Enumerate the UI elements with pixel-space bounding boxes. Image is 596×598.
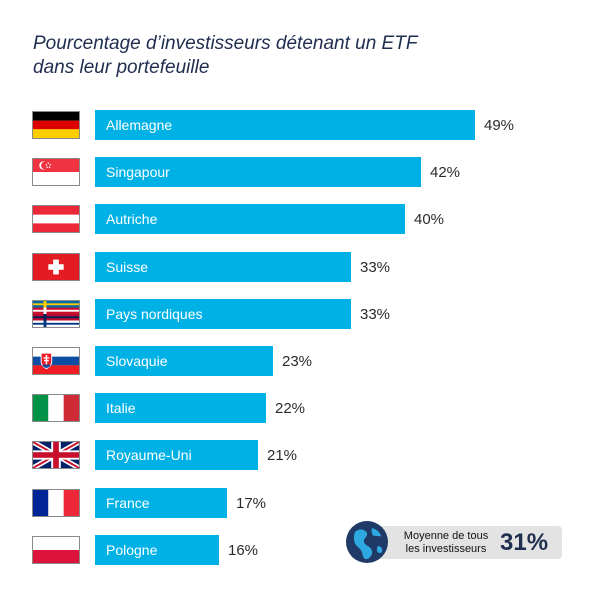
value-label: 16% xyxy=(228,542,259,559)
italy-flag xyxy=(32,394,80,422)
chart-title: Pourcentage d’investisseurs détenant un … xyxy=(33,32,533,80)
average-value: 31% xyxy=(500,529,549,556)
value-label: 40% xyxy=(414,211,445,228)
bar: Slovaquie xyxy=(95,346,273,376)
title-line-1: Pourcentage d’investisseurs détenant un … xyxy=(33,33,418,54)
bar-row: Allemagne 49% xyxy=(0,110,596,140)
category-label: Singapour xyxy=(106,164,170,180)
bar-row: Suisse 33% xyxy=(0,252,596,282)
category-label: Autriche xyxy=(106,211,158,227)
value-label: 49% xyxy=(484,117,515,134)
category-label: Pologne xyxy=(106,542,158,558)
bar: Italie xyxy=(95,393,266,423)
value-label: 21% xyxy=(267,447,298,464)
switzerland-flag xyxy=(32,253,80,281)
average-label: Moyenne de tous les investisseurs xyxy=(396,530,496,556)
bar-row: Slovaquie 23% xyxy=(0,346,596,376)
value-label: 17% xyxy=(236,495,267,512)
bar: Pays nordiques xyxy=(95,299,351,329)
value-label: 22% xyxy=(275,400,306,417)
category-label: Pays nordiques xyxy=(106,306,203,322)
poland-flag xyxy=(32,536,80,564)
bar-row: Italie 22% xyxy=(0,393,596,423)
globe-icon xyxy=(345,520,389,564)
category-label: Italie xyxy=(106,400,136,416)
austria-flag xyxy=(32,205,80,233)
bar: Autriche xyxy=(95,204,405,234)
slovakia-flag xyxy=(32,347,80,375)
average-label-line-1: Moyenne de tous xyxy=(403,530,489,542)
bar: Royaume-Uni xyxy=(95,440,258,470)
bar-row: Pologne 16% xyxy=(0,535,596,565)
bar: Singapour xyxy=(95,157,421,187)
bar-row: Pays nordiques 33% xyxy=(0,299,596,329)
category-label: Allemagne xyxy=(106,117,173,133)
france-flag xyxy=(32,489,80,517)
bar-row: Royaume-Uni 21% xyxy=(0,440,596,470)
category-label: Slovaquie xyxy=(106,353,168,369)
bar-row: Singapour 42% xyxy=(0,157,596,187)
germany-flag xyxy=(32,111,80,139)
value-label: 33% xyxy=(360,306,391,323)
category-label: France xyxy=(106,495,150,511)
bar-row: France 17% xyxy=(0,488,596,518)
category-label: Royaume-Uni xyxy=(106,447,192,463)
bar: Pologne xyxy=(95,535,219,565)
value-label: 33% xyxy=(360,259,391,276)
bar: France xyxy=(95,488,227,518)
bar-row: Autriche 40% xyxy=(0,204,596,234)
bar: Suisse xyxy=(95,252,351,282)
category-label: Suisse xyxy=(106,259,149,275)
title-line-2: dans leur portefeuille xyxy=(33,57,210,78)
average-label-line-2: les investisseurs xyxy=(405,543,487,555)
bar: Allemagne xyxy=(95,110,475,140)
nordic-flags xyxy=(32,300,80,328)
value-label: 23% xyxy=(282,353,313,370)
singapore-flag xyxy=(32,158,80,186)
value-label: 42% xyxy=(430,164,461,181)
uk-flag xyxy=(32,441,80,469)
